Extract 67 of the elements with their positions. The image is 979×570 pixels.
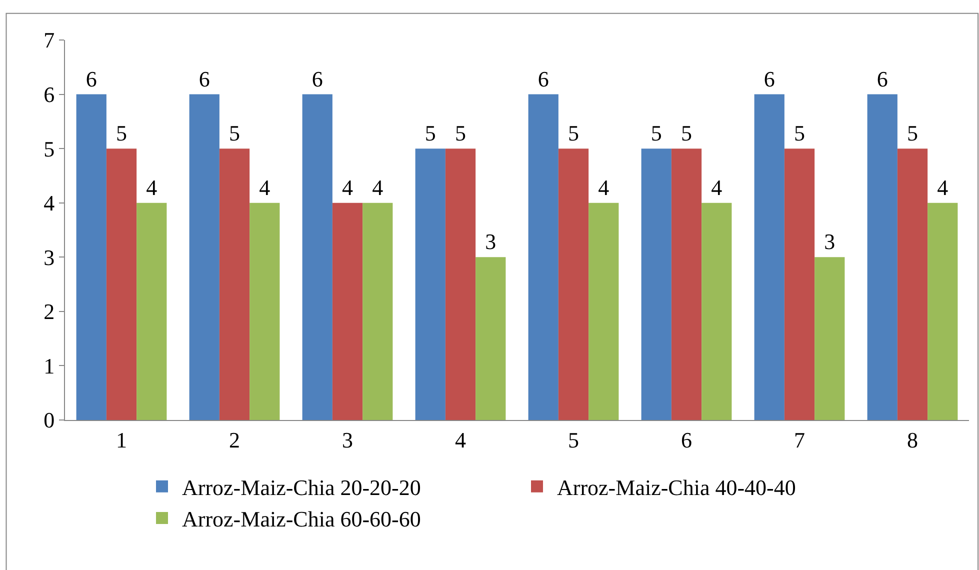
y-tick-label: 4 [44, 190, 55, 216]
data-label: 6 [86, 66, 97, 92]
y-tick-label: 1 [44, 353, 55, 378]
y-tick-label: 7 [44, 28, 55, 53]
y-tick-label: 3 [44, 244, 55, 270]
legend-label: Arroz-Maiz-Chia 40-40-40 [557, 474, 796, 500]
data-label: 4 [711, 174, 722, 200]
x-tick-label: 3 [342, 427, 353, 452]
data-label: 6 [876, 66, 888, 92]
y-tick-label: 2 [44, 299, 55, 324]
x-tick-label: 8 [907, 427, 918, 452]
bar [415, 148, 446, 420]
x-tick-label: 2 [229, 427, 240, 452]
bar [476, 257, 506, 420]
legend-label: Arroz-Maiz-Chia 60-60-60 [182, 506, 421, 532]
data-label: 5 [650, 120, 662, 146]
bar [106, 148, 137, 420]
data-label: 4 [598, 174, 610, 200]
x-tick-label: 6 [681, 427, 692, 452]
data-label: 4 [937, 174, 948, 200]
data-label: 6 [198, 66, 210, 92]
data-label: 3 [824, 229, 836, 254]
data-label: 5 [794, 120, 805, 146]
bar [528, 94, 558, 420]
data-label: 5 [568, 120, 579, 146]
bar [897, 148, 928, 420]
bar [136, 202, 167, 420]
bar [928, 202, 958, 420]
data-label: 5 [681, 120, 692, 146]
bar [189, 94, 220, 420]
data-label: 5 [424, 120, 436, 146]
legend-label: Arroz-Maiz-Chia 20-20-20 [182, 474, 421, 500]
bar [867, 94, 898, 420]
x-tick-label: 4 [455, 427, 466, 452]
y-tick-label: 5 [44, 136, 55, 162]
bar [76, 94, 106, 420]
data-label: 5 [907, 120, 918, 146]
data-label: 4 [372, 174, 384, 200]
y-tick-label: 6 [44, 82, 55, 107]
bar [332, 202, 363, 420]
data-label: 6 [764, 66, 775, 92]
data-label: 5 [229, 120, 240, 146]
bar [814, 257, 845, 420]
y-tick-label: 0 [44, 408, 55, 433]
bar [641, 148, 672, 420]
bar [250, 202, 280, 420]
bar [219, 148, 250, 420]
data-label: 3 [485, 229, 496, 254]
bar [588, 202, 619, 420]
bar [671, 148, 702, 420]
data-label: 4 [259, 174, 270, 200]
bar [302, 94, 332, 420]
bar [754, 94, 784, 420]
bar [445, 148, 476, 420]
data-label: 4 [342, 174, 353, 200]
bar [702, 202, 732, 420]
bar [362, 202, 393, 420]
x-tick-label: 7 [794, 427, 805, 452]
data-label: 4 [146, 174, 158, 200]
bar [558, 148, 589, 420]
bar [784, 148, 815, 420]
data-label: 5 [455, 120, 466, 146]
x-tick-label: 5 [568, 427, 579, 452]
data-label: 6 [312, 66, 323, 92]
x-tick-label: 1 [116, 427, 127, 452]
data-label: 5 [116, 120, 127, 146]
data-label: 6 [538, 66, 549, 92]
